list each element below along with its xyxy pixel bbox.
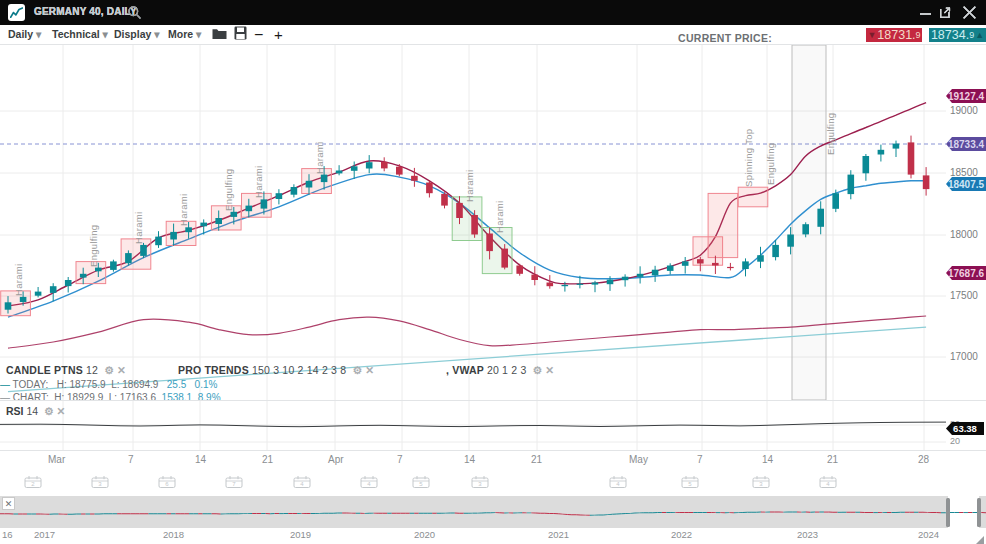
- svg-text:4: 4: [367, 481, 371, 487]
- svg-text:7: 7: [232, 481, 236, 487]
- svg-text:4: 4: [300, 481, 304, 487]
- svg-text:3: 3: [759, 481, 763, 487]
- svg-text:5: 5: [419, 481, 423, 487]
- svg-text:3: 3: [478, 481, 482, 487]
- svg-text:4: 4: [826, 481, 830, 487]
- svg-text:4: 4: [616, 481, 620, 487]
- svg-text:5: 5: [688, 481, 692, 487]
- svg-text:3: 3: [98, 481, 102, 487]
- svg-text:6: 6: [165, 481, 169, 487]
- svg-text:2: 2: [31, 481, 35, 487]
